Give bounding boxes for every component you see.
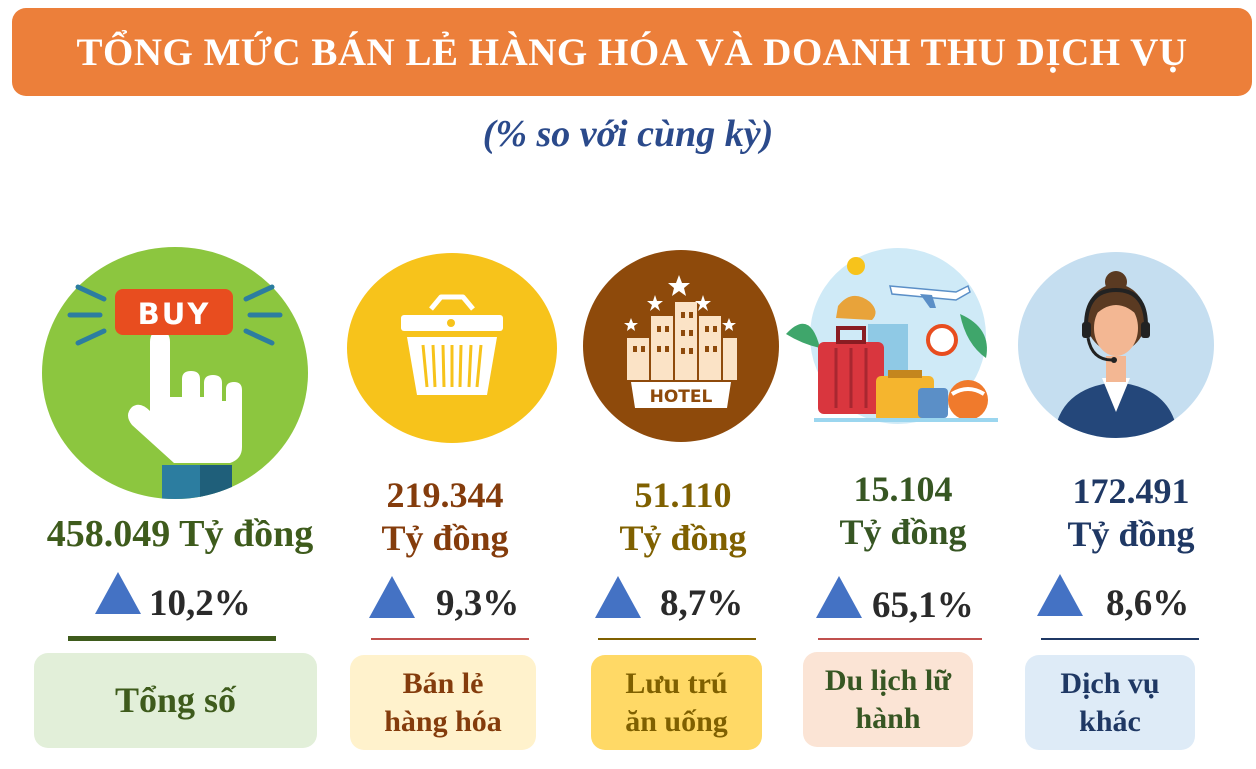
amount-luu-tru-unit: Tỷ đồng (619, 518, 747, 559)
amount-du-lich-number: 15.104 (853, 469, 953, 509)
change-luu-tru: 8,7% (660, 583, 744, 624)
category-dich-vu: Dịch vụ khác (1025, 655, 1195, 750)
increase-triangle-icon (369, 576, 415, 618)
change-tong-so: 10,2% (149, 583, 251, 624)
increase-triangle-icon (1037, 574, 1083, 616)
shopping-basket-icon (347, 253, 558, 443)
increase-triangle-icon (595, 576, 641, 618)
amount-dich-vu-number: 172.491 (1072, 471, 1190, 511)
hotel-icon: HOTEL (583, 250, 779, 443)
increase-triangle-icon (816, 576, 862, 618)
divider (68, 636, 276, 641)
page-subtitle: (% so với cùng kỳ) (482, 113, 774, 155)
change-ban-le: 9,3% (436, 583, 520, 624)
category-luu-tru: Lưu trú ăn uống (591, 655, 762, 750)
buy-text: BUY (138, 297, 211, 331)
category-du-lich-label: Du lịch lữ hành (824, 664, 952, 735)
hotel-sign-text: HOTEL (650, 387, 713, 407)
divider (1041, 638, 1199, 640)
call-center-agent-icon (1018, 252, 1214, 438)
category-ban-le: Bán lẻ hàng hóa (350, 655, 536, 750)
amount-du-lich: 15.104 Tỷ đồng (808, 468, 998, 554)
page-title: TỔNG MỨC BÁN LẺ HÀNG HÓA VÀ DOANH THU DỊ… (76, 30, 1188, 74)
category-du-lich: Du lịch lữ hành (803, 652, 973, 747)
title-banner: TỔNG MỨC BÁN LẺ HÀNG HÓA VÀ DOANH THU DỊ… (12, 8, 1252, 96)
divider (818, 638, 982, 640)
category-tong-so: Tổng số (34, 653, 317, 748)
amount-luu-tru: 51.110 Tỷ đồng (588, 474, 778, 560)
amount-ban-le: 219.344 Tỷ đồng (350, 474, 540, 560)
amount-dich-vu-unit: Tỷ đồng (1067, 514, 1195, 555)
amount-ban-le-number: 219.344 (386, 475, 504, 515)
amount-dich-vu: 172.491 Tỷ đồng (1036, 470, 1226, 556)
increase-triangle-icon (95, 572, 141, 614)
buy-hand-icon: BUY (42, 247, 308, 499)
change-dich-vu: 8,6% (1106, 583, 1190, 624)
category-tong-so-label: Tổng số (114, 680, 237, 720)
amount-tong-so: 458.049 Tỷ đồng (46, 513, 314, 555)
amount-ban-le-unit: Tỷ đồng (381, 518, 509, 559)
divider (371, 638, 529, 640)
change-du-lich: 65,1% (872, 585, 974, 626)
amount-du-lich-unit: Tỷ đồng (839, 512, 967, 553)
travel-luggage-icon (780, 248, 1000, 428)
category-dich-vu-label: Dịch vụ khác (1060, 667, 1160, 738)
divider (598, 638, 756, 640)
amount-luu-tru-number: 51.110 (634, 475, 732, 515)
category-ban-le-label: Bán lẻ hàng hóa (384, 667, 502, 738)
category-luu-tru-label: Lưu trú ăn uống (625, 667, 728, 738)
